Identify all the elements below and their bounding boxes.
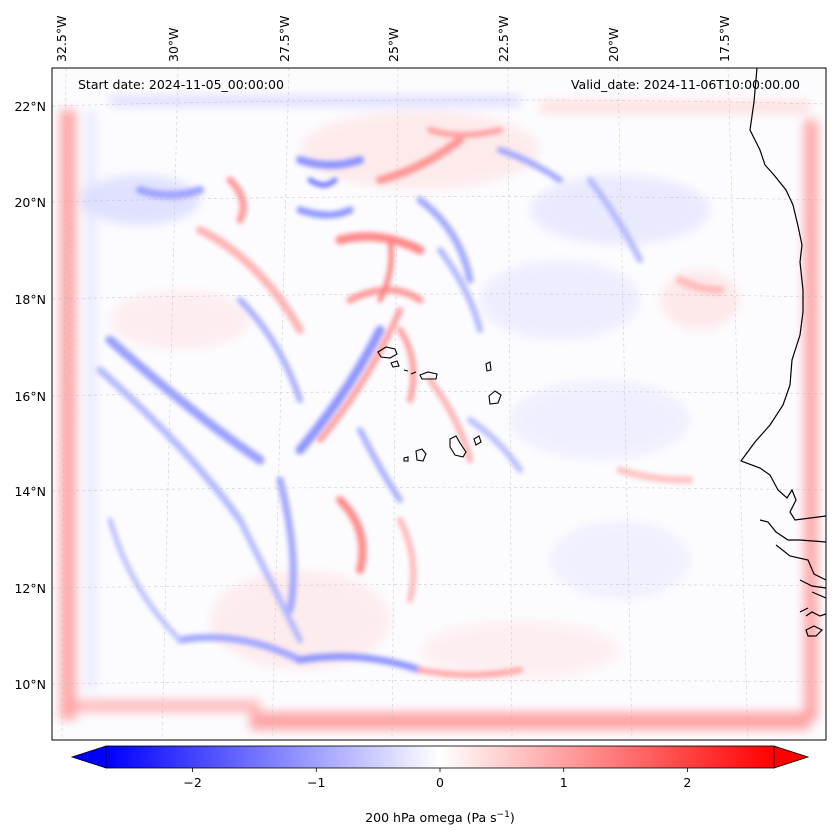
island-santa-luzia (403, 369, 409, 372)
lon-label-25w: 25°W (386, 27, 401, 62)
colorbar-ticks: −2 −1 0 1 2 (183, 768, 691, 790)
lon-label-30w: 30°W (166, 27, 181, 62)
colorbar-bar (105, 745, 775, 769)
island-sao-vicente (390, 360, 400, 368)
island-sal (485, 361, 492, 372)
island-brava (403, 456, 409, 462)
colorbar-tick-label: 2 (683, 775, 691, 790)
lon-label-27-5w: 27.5°W (277, 16, 292, 62)
lat-label-10n: 10°N (14, 677, 46, 692)
valid-date-label: Valid_date: 2024-11-06T10:00:00.00 (571, 77, 800, 92)
island-fogo (415, 448, 427, 462)
island-boa-vista (488, 390, 502, 405)
colorbar-tick-label: 1 (560, 775, 568, 790)
island-sao-nicolau-main (419, 371, 438, 380)
map-frame (51, 67, 827, 741)
graticule (52, 68, 826, 740)
map-panel: Start date: 2024-11-05_00:00:00 Valid_da… (52, 68, 826, 740)
colorbar: −2 −1 0 1 2 200 hPa omega (Pa s−1) (70, 745, 810, 825)
longitude-labels: 32.5°W 30°W 27.5°W 25°W 22.5°W 20°W 17.5… (54, 16, 732, 62)
colorbar-tick-label: −1 (307, 775, 325, 790)
lat-label-22n: 22°N (14, 99, 46, 114)
colorbar-right-extension (773, 745, 810, 769)
island-santo-antao (377, 346, 398, 359)
lon-label-20w: 20°W (606, 27, 621, 62)
colorbar-tick-label: −2 (183, 775, 201, 790)
omega-field-streaks (96, 127, 724, 678)
lat-label-18n: 18°N (14, 292, 46, 307)
colorbar-left-extension (70, 745, 107, 769)
island-maio (473, 435, 482, 446)
lat-label-14n: 14°N (14, 484, 46, 499)
boundary-strips (60, 96, 818, 730)
lat-label-16n: 16°N (14, 389, 46, 404)
island-santiago (449, 435, 467, 458)
lon-label-32-5w: 32.5°W (54, 16, 69, 62)
lat-label-20n: 20°N (14, 195, 46, 210)
colorbar-label: 200 hPa omega (Pa s−1) (365, 810, 515, 825)
colorbar-tick-label: 0 (436, 775, 444, 790)
lon-label-17-5w: 17.5°W (717, 16, 732, 62)
island-sao-nicolau (410, 371, 417, 375)
coastline (740, 68, 826, 637)
latitude-labels: 22°N 20°N 18°N 16°N 14°N 12°N 10°N (14, 99, 46, 692)
cabo-verde-islands (377, 346, 502, 462)
start-date-label: Start date: 2024-11-05_00:00:00 (78, 77, 284, 92)
lon-label-22-5w: 22.5°W (496, 16, 511, 62)
lat-label-12n: 12°N (14, 581, 46, 596)
